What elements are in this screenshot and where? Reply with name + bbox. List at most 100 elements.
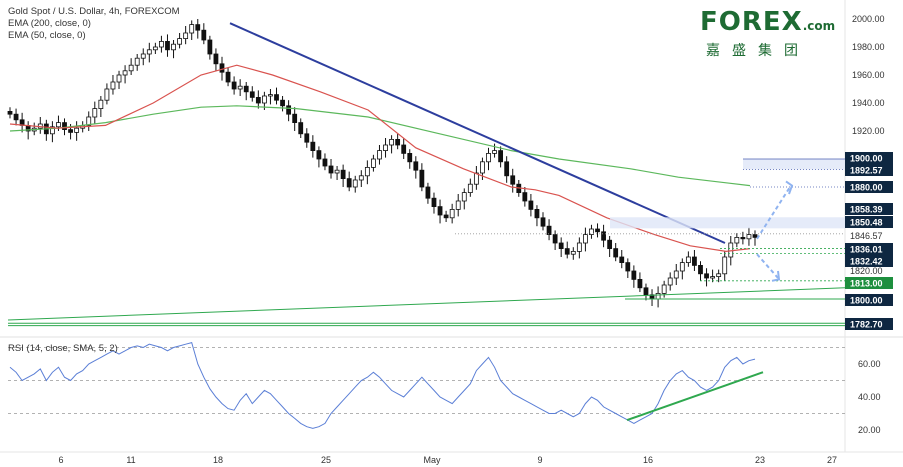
candle-up: [171, 43, 176, 51]
time-tick-label: 11: [126, 455, 135, 465]
candle-down: [443, 214, 449, 219]
candle-down: [698, 264, 703, 275]
candle-up: [104, 88, 110, 101]
rsi-support-trendline: [626, 371, 764, 422]
candle-up: [364, 166, 370, 177]
candle-down: [304, 133, 310, 143]
time-tick-label: 27: [827, 455, 837, 465]
candle-down: [249, 91, 255, 98]
time-tick-label: 9: [537, 455, 542, 465]
candle-up: [473, 172, 479, 185]
legend-ema50: EMA (50, close, 0): [8, 30, 86, 41]
price-level-badge: [845, 277, 893, 289]
candle-up: [480, 161, 485, 174]
candle-up: [661, 284, 667, 294]
candle-down: [607, 239, 613, 249]
time-tick-label: 25: [321, 455, 331, 465]
candle-down: [13, 113, 19, 121]
price-level-badge: [845, 243, 893, 255]
candle-up: [261, 95, 267, 104]
candle-up: [583, 234, 588, 244]
bearish-projection-arrow: [756, 253, 779, 279]
price-level-label: 1820.00: [850, 266, 883, 276]
candle-up: [134, 57, 140, 66]
candle-up: [116, 74, 122, 83]
candle-up: [716, 273, 722, 277]
candle-up: [352, 179, 358, 188]
candle-up: [92, 108, 98, 118]
price-level-badge: [845, 216, 893, 228]
candle-up: [237, 85, 243, 90]
bullish-projection-arrow: [756, 186, 791, 240]
candle-down: [322, 158, 328, 167]
candle-down: [195, 24, 201, 31]
candle-down: [207, 39, 213, 55]
candle-down: [68, 129, 73, 133]
target-zone: [743, 159, 845, 170]
candle-up: [371, 158, 376, 168]
candle-up: [389, 138, 394, 146]
price-level-badge: [845, 181, 893, 193]
price-tick-label: 1980.00: [852, 42, 885, 52]
candle-down: [704, 273, 709, 279]
price-level-label: 1858.39: [850, 205, 883, 215]
candle-down: [298, 122, 304, 135]
time-tick-label: May: [423, 455, 441, 465]
candle-up: [576, 242, 582, 252]
candle-down: [243, 85, 249, 93]
candle-up: [177, 38, 182, 45]
candle-down: [564, 248, 570, 255]
support-trendline: [7, 287, 846, 321]
candle-up: [110, 81, 116, 90]
candle-up: [467, 183, 473, 193]
candle-down: [546, 225, 552, 235]
candle-up: [377, 150, 382, 160]
candle-up: [679, 262, 685, 272]
ema50-line: [9, 64, 751, 253]
price-tick-label: 1960.00: [852, 70, 885, 80]
candle-down: [625, 262, 631, 272]
price-level-label: 1836.01: [850, 245, 883, 255]
price-level-badge: [845, 164, 893, 176]
candle-down: [692, 256, 697, 266]
candle-up: [728, 242, 734, 258]
candle-down: [225, 71, 231, 83]
candle-down: [637, 278, 643, 289]
candle-up: [734, 236, 740, 244]
candle-up: [589, 228, 594, 235]
candle-up: [685, 256, 691, 263]
candle-up: [570, 250, 576, 255]
candle-down: [274, 94, 279, 101]
candle-down: [740, 236, 746, 240]
bearish-arrow-head: [771, 270, 781, 282]
candle-up: [189, 24, 195, 34]
price-level-badge: [845, 255, 893, 267]
candle-up: [461, 192, 467, 202]
candle-up: [358, 175, 364, 181]
candle-down: [231, 81, 237, 90]
price-level-label: 1846.57: [850, 231, 883, 241]
candle-up: [722, 256, 728, 275]
price-level-label: 1813.00: [850, 279, 883, 289]
candle-up: [655, 292, 661, 300]
candle-down: [401, 144, 407, 154]
candle-down: [522, 192, 528, 202]
candle-down: [431, 197, 437, 207]
candle-down: [292, 113, 298, 123]
time-tick-label: 6: [58, 455, 63, 465]
candle-down: [510, 175, 516, 185]
candle-up: [128, 64, 134, 72]
candle-down: [643, 287, 649, 296]
bullish-arrow-head: [785, 180, 794, 195]
candle-down: [255, 97, 261, 104]
candle-up: [86, 116, 92, 126]
candle-down: [425, 186, 431, 199]
candle-down: [631, 270, 637, 280]
candle-up: [159, 41, 164, 48]
candle-down: [346, 178, 352, 188]
candle-down: [528, 200, 534, 210]
candle-down: [395, 138, 401, 146]
descending-trendline: [229, 22, 726, 244]
candle-down: [613, 248, 619, 258]
